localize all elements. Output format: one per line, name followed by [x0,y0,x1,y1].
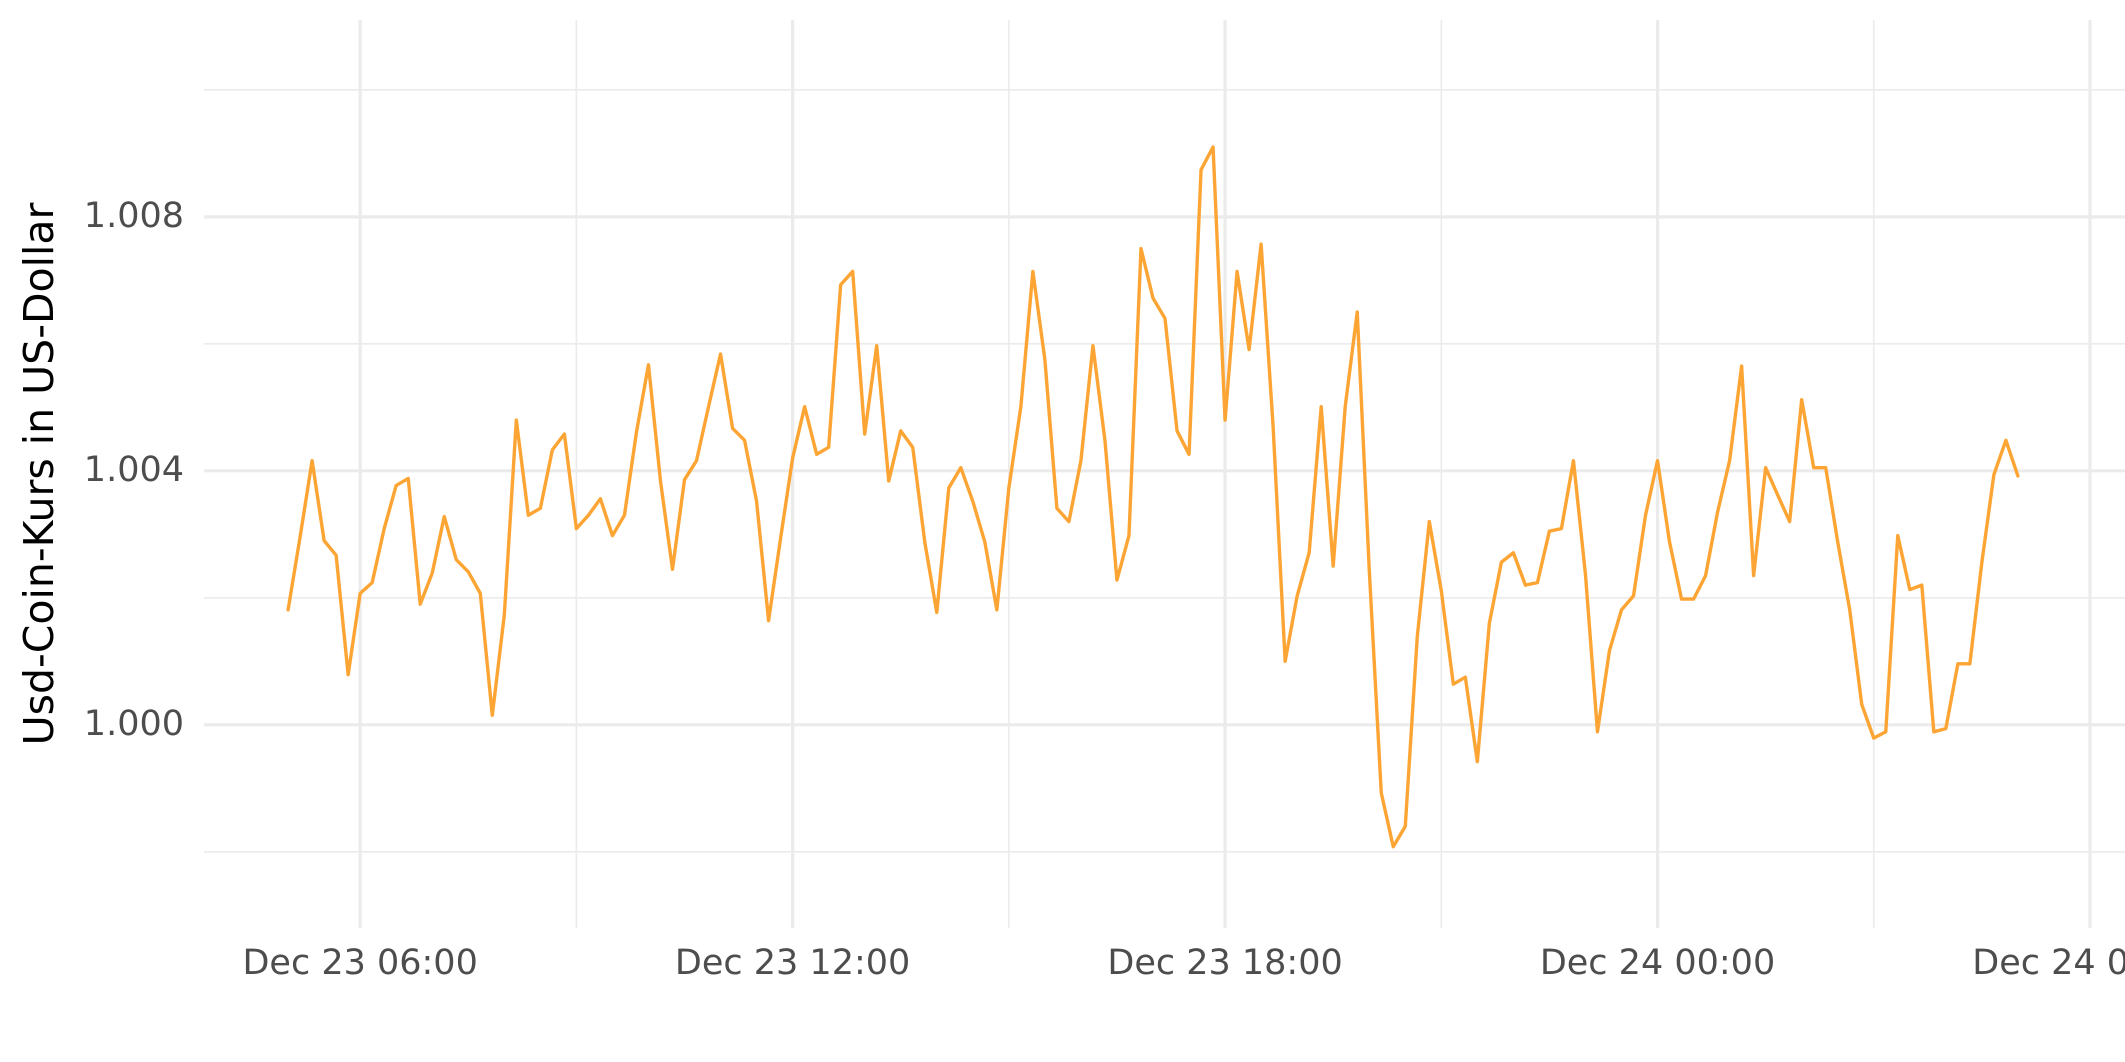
x-tick-label: Dec 23 12:00 [675,943,910,983]
y-tick-label: 1.004 [84,450,184,490]
y-axis-title: Usd-Coin-Kurs in US-Dollar [15,202,63,745]
grid [204,20,2125,928]
x-tick-label: Dec 23 06:00 [242,943,477,983]
x-tick-label: Dec 24 06:00 [1972,943,2125,983]
x-tick-label: Dec 23 18:00 [1107,943,1342,983]
y-tick-label: 1.008 [84,196,184,236]
data-line [286,145,2020,849]
plot-area [286,145,2020,849]
x-tick-label: Dec 24 00:00 [1540,943,1775,983]
y-tick-label: 1.000 [84,704,184,744]
